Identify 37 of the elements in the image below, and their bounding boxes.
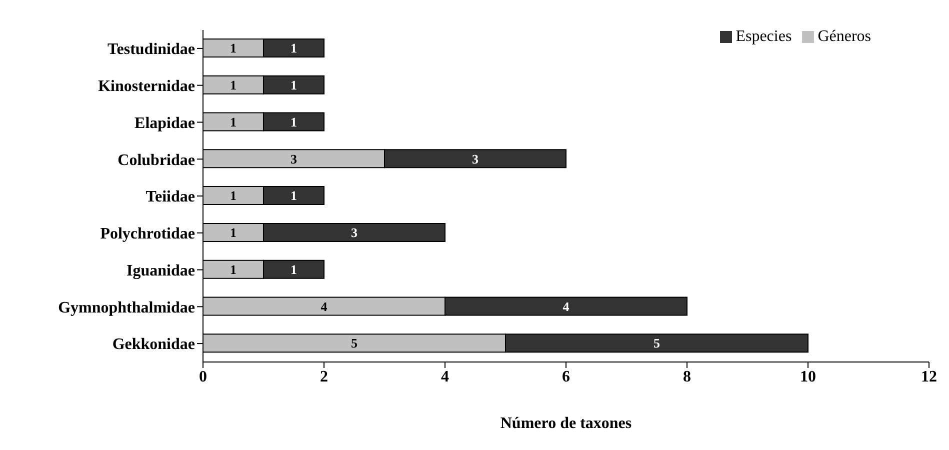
data-label: 1 xyxy=(290,114,297,130)
data-label: 5 xyxy=(654,336,660,351)
y-tick-label: Gymnophthalmidae xyxy=(58,299,195,316)
x-axis-title: Número de taxones xyxy=(500,415,632,432)
data-label: 5 xyxy=(351,336,358,351)
data-label: 1 xyxy=(230,40,236,56)
data-label: 1 xyxy=(290,188,297,204)
x-tick-label: 4 xyxy=(441,368,449,386)
y-tick-label: Testudinidae xyxy=(108,41,195,58)
x-tick-label: 0 xyxy=(199,368,207,386)
data-label: 1 xyxy=(290,40,297,56)
data-label: 4 xyxy=(320,298,328,314)
data-label: 3 xyxy=(472,151,479,166)
data-label: 4 xyxy=(562,298,570,314)
data-label: 3 xyxy=(351,225,358,240)
legend-label: Especies xyxy=(736,28,792,45)
legend-label: Géneros xyxy=(818,28,871,45)
x-tick-label: 8 xyxy=(683,368,691,386)
data-label: 1 xyxy=(290,262,297,277)
x-tick-label: 6 xyxy=(562,368,570,386)
data-label: 1 xyxy=(290,78,297,93)
y-tick-label: Teiidae xyxy=(146,188,195,206)
x-tick-label: 2 xyxy=(320,368,328,386)
x-tick-label: 12 xyxy=(921,368,937,386)
y-tick-label: Gekkonidae xyxy=(112,336,195,354)
data-label: 1 xyxy=(230,262,236,277)
y-tick-label: Polychrotidae xyxy=(100,226,195,243)
data-label: 1 xyxy=(230,188,236,204)
data-label: 1 xyxy=(230,114,236,130)
y-tick-label: Kinosternidae xyxy=(98,78,195,96)
data-label: 1 xyxy=(230,78,236,93)
data-label: 1 xyxy=(230,225,236,240)
data-label: 3 xyxy=(290,151,298,166)
x-tick-label: 10 xyxy=(800,368,816,386)
y-tick-label: Elapidae xyxy=(134,114,195,132)
y-tick-label: Iguanidae xyxy=(126,262,195,280)
y-tick-label: Colubridae xyxy=(118,152,195,169)
